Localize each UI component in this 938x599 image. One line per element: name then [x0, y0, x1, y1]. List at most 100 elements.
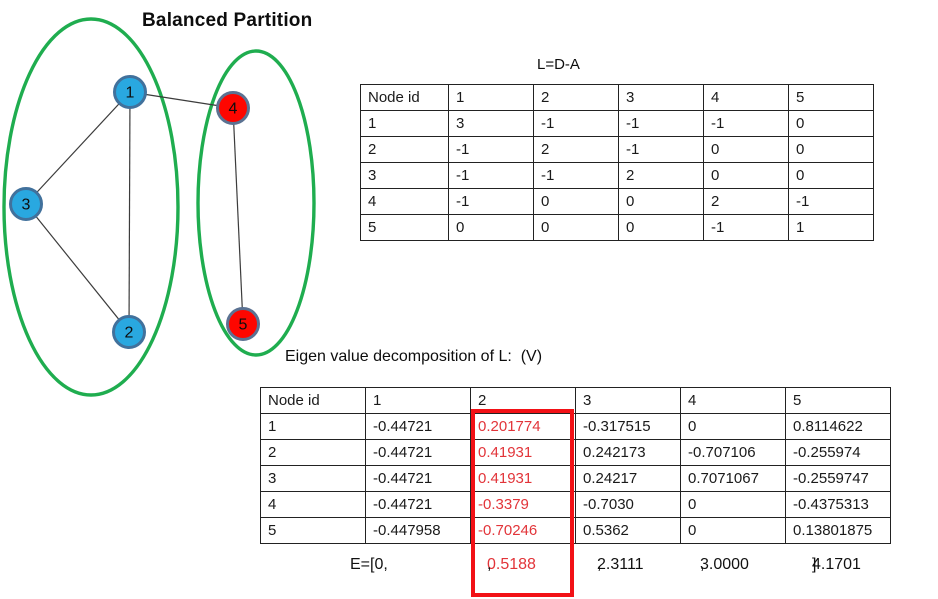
node-circle: [216, 91, 250, 125]
table-cell: 0: [618, 214, 704, 241]
table-cell: 0: [703, 136, 789, 163]
table-cell: 0: [533, 214, 619, 241]
column-header: 1: [448, 84, 534, 111]
node-label: 4: [229, 101, 238, 118]
table-cell: -0.7030: [575, 491, 681, 518]
column-header: Node id: [360, 84, 449, 111]
column-header: 2: [470, 387, 576, 414]
column-header: 5: [785, 387, 891, 414]
table-cell: 2: [703, 188, 789, 215]
table-cell: -1: [618, 110, 704, 137]
table-cell: -1: [533, 162, 619, 189]
table-cell: -1: [533, 110, 619, 137]
node-circle: [112, 315, 146, 349]
table-cell: 0: [680, 491, 786, 518]
table-cell: 0.242173: [575, 439, 681, 466]
table-row: 1 -0.44721 0.201774 -0.317515 0 0.8114622: [260, 413, 891, 440]
table-cell: -0.4375313: [785, 491, 891, 518]
table-row: 3 -0.44721 0.41931 0.24217 0.7071067 -0.25597…: [260, 465, 891, 492]
graph-edge-4-5: [232, 107, 244, 325]
table-cell: 0: [703, 162, 789, 189]
table-cell: 0.8114622: [785, 413, 891, 440]
table-cell: -0.317515: [575, 413, 681, 440]
table-row: 3 -1 -1 2 0 0: [360, 162, 874, 189]
laplacian-table: Node id 1 2 3 4 5 1 3 -1 -1 -1 0 2 -1 2 -1 0 0 3 -1 -1 2 0 0 4 -1…: [360, 84, 874, 241]
partition-graph: 1 2 3 4 5: [2, 17, 316, 397]
table-row: 2 -0.44721 0.41931 0.242173 -0.707106 -0.2559…: [260, 439, 891, 466]
table-row: 5 -0.447958 -0.70246 0.5362 0 0.13801875: [260, 517, 891, 544]
table-cell: 2: [260, 439, 366, 466]
table-cell: -0.3379: [470, 491, 576, 518]
laplacian-table-caption: L=D-A: [537, 56, 580, 73]
table-cell: 4: [360, 188, 449, 215]
node-label: 2: [125, 325, 134, 342]
table-cell: 0: [788, 110, 874, 137]
graph-node-5: 5: [226, 307, 260, 341]
eigen-table: Node id 1 2 3 4 5 1 -0.44721 0.201774 -0.317515 0 0…: [260, 387, 891, 544]
table-cell: 0: [788, 162, 874, 189]
table-row: 2 -1 2 -1 0 0: [360, 136, 874, 163]
table-cell: 5: [360, 214, 449, 241]
table-cell: -0.2559747: [785, 465, 891, 492]
table-cell: 0.5362: [575, 517, 681, 544]
column-header: 5: [788, 84, 874, 111]
table-cell: -1: [618, 136, 704, 163]
table-cell: 0: [680, 517, 786, 544]
table-cell: 0: [448, 214, 534, 241]
table-cell: 0.41931: [470, 439, 576, 466]
table-cell: -0.255974: [785, 439, 891, 466]
table-cell: -0.447958: [365, 517, 471, 544]
graph-edge-1-4: [129, 91, 234, 109]
table-cell: -1: [448, 188, 534, 215]
column-header: 3: [575, 387, 681, 414]
table-row: 5 0 0 0 -1 1: [360, 214, 874, 241]
table-cell: -1: [703, 110, 789, 137]
table-cell: -0.44721: [365, 465, 471, 492]
table-cell: -1: [448, 136, 534, 163]
table-cell: -0.44721: [365, 413, 471, 440]
column-header: 3: [618, 84, 704, 111]
node-label: 3: [22, 197, 31, 214]
table-cell: 1: [360, 110, 449, 137]
node-circle: [9, 187, 43, 221]
graph-edge-1-2: [128, 91, 131, 333]
table-row: 4 -1 0 0 2 -1: [360, 188, 874, 215]
table-cell: -0.44721: [365, 491, 471, 518]
node-label: 5: [239, 317, 248, 334]
table-cell: 0: [788, 136, 874, 163]
node-circle: [226, 307, 260, 341]
table-cell: 1: [788, 214, 874, 241]
table-cell: 0: [533, 188, 619, 215]
table-cell: -1: [788, 188, 874, 215]
eigenvalue-prefix: E=[0,: [350, 556, 388, 573]
column-header: 4: [680, 387, 786, 414]
table-cell: 0: [680, 413, 786, 440]
table-header-row: Node id 1 2 3 4 5: [360, 84, 874, 111]
table-cell: 2: [360, 136, 449, 163]
graph-node-1: 1: [113, 75, 147, 109]
column-header: 1: [365, 387, 471, 414]
graph-node-4: 4: [216, 91, 250, 125]
column-header: 4: [703, 84, 789, 111]
table-cell: 2: [533, 136, 619, 163]
graph-node-3: 3: [9, 187, 43, 221]
partition-ellipse-left: [2, 17, 180, 397]
table-cell: -0.707106: [680, 439, 786, 466]
table-row: 1 3 -1 -1 -1 0: [360, 110, 874, 137]
table-row: 4 -0.44721 -0.3379 -0.7030 0 -0.4375313: [260, 491, 891, 518]
table-cell: 0: [618, 188, 704, 215]
eigenvalue-row: E=[0, 0.5188, 2.3111, 3.0000, 4.1701]: [350, 556, 861, 573]
node-circle: [113, 75, 147, 109]
table-cell: -0.44721: [365, 439, 471, 466]
graph-edge-3-2: [25, 203, 130, 333]
partition-ellipse-right: [196, 49, 316, 357]
table-cell: -1: [703, 214, 789, 241]
table-cell: -0.70246: [470, 517, 576, 544]
node-label: 1: [126, 85, 135, 102]
table-cell: 1: [260, 413, 366, 440]
page-title: Balanced Partition: [142, 10, 313, 31]
table-cell: -1: [448, 162, 534, 189]
table-cell: 0.7071067: [680, 465, 786, 492]
table-cell: 3: [448, 110, 534, 137]
